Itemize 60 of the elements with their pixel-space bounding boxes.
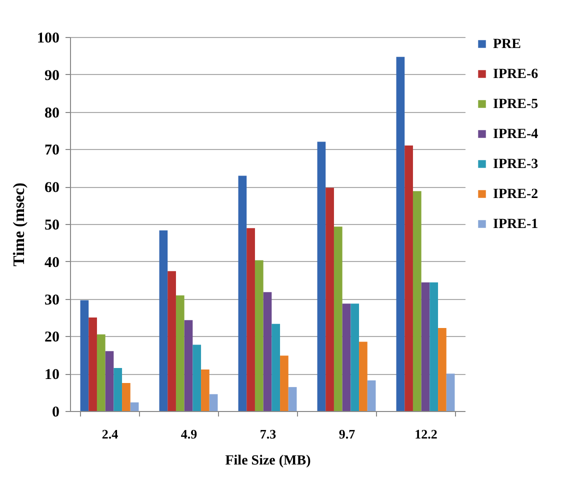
bar: [254, 260, 264, 411]
y-tick-label: 70: [44, 142, 60, 159]
y-tick-label: 50: [44, 218, 60, 234]
bar: [404, 145, 413, 411]
y-tick-label: 100: [37, 30, 60, 46]
bar: [438, 328, 446, 411]
bar: [446, 374, 455, 411]
bar: [280, 356, 288, 411]
bar: [201, 369, 210, 411]
bar: [80, 300, 89, 411]
bar: [209, 394, 218, 411]
bar: [159, 230, 168, 411]
y-axis-title: Time (msec): [11, 182, 28, 266]
y-tick-label: 40: [44, 254, 60, 271]
x-tick-label: 12.2: [414, 426, 438, 442]
bar: [96, 334, 106, 411]
bar: [326, 188, 334, 411]
legend-label: IPRE-5: [493, 97, 538, 112]
bar: [317, 142, 326, 411]
bar: [359, 342, 368, 411]
bar: [272, 324, 280, 411]
bar: [114, 368, 122, 411]
bar: [122, 382, 130, 411]
bar: [105, 351, 114, 411]
bar: [246, 228, 255, 411]
y-tick-label: 30: [44, 292, 60, 308]
bar: [334, 226, 342, 411]
y-tick-label: 20: [44, 330, 60, 346]
bar: [412, 191, 422, 411]
bar: [367, 380, 376, 411]
bar: [421, 282, 430, 411]
y-tick-label: 80: [44, 105, 60, 122]
legend-label: IPRE-2: [493, 187, 538, 202]
bar: [168, 271, 176, 411]
legend-label: PRE: [493, 37, 521, 52]
bar: [396, 56, 405, 411]
bar: [176, 295, 184, 411]
x-tick-label: 4.9: [180, 426, 198, 442]
y-tick-label: 10: [44, 367, 60, 384]
legend-label: IPRE-1: [493, 217, 538, 232]
bar: [192, 344, 202, 411]
bar: [350, 304, 360, 411]
bar: [263, 292, 272, 411]
y-tick-label: 60: [44, 180, 60, 196]
bar: [130, 402, 139, 411]
bar: [342, 304, 351, 411]
x-tick-label: 7.3: [260, 426, 277, 442]
bar: [238, 176, 247, 411]
legend-label: IPRE-6: [493, 67, 538, 82]
x-axis-title: File Size (MB): [225, 454, 312, 468]
legend-label: IPRE-3: [493, 157, 538, 172]
x-tick-label: 9.7: [338, 426, 356, 442]
legend-label: IPRE-4: [493, 127, 538, 142]
bar: [184, 320, 193, 411]
bar: [288, 387, 297, 411]
bar: [430, 282, 438, 411]
bar: [88, 318, 97, 411]
y-tick-label: 90: [44, 68, 60, 84]
y-tick-label: 0: [52, 404, 60, 420]
x-tick-label: 2.4: [102, 426, 119, 442]
